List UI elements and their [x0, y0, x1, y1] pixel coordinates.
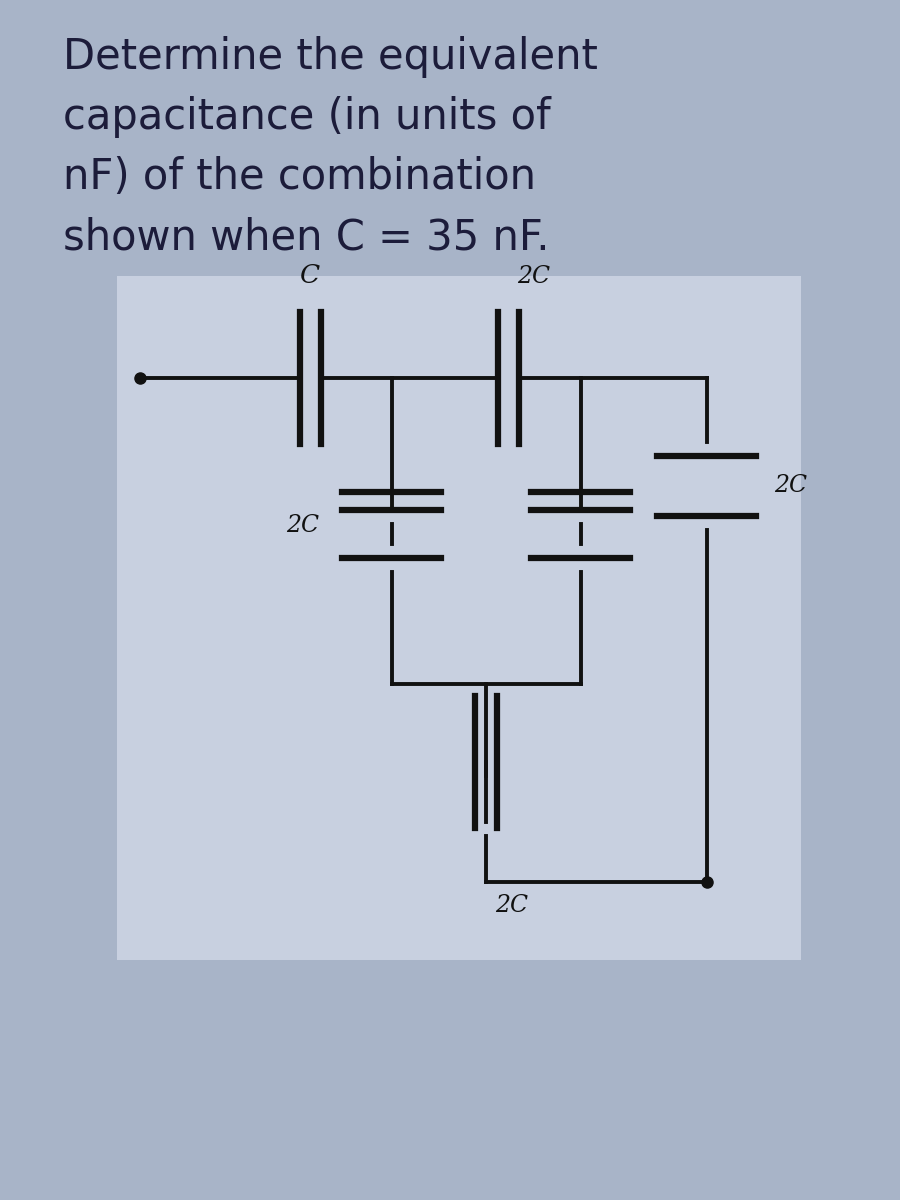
Text: C: C: [301, 263, 320, 288]
Text: 2C: 2C: [518, 265, 551, 288]
Text: 2C: 2C: [774, 474, 807, 498]
Bar: [117, 276, 801, 960]
Text: 2C: 2C: [495, 894, 528, 917]
Text: 2C: 2C: [286, 514, 320, 536]
Text: Determine the equivalent
capacitance (in units of
nF) of the combination
shown w: Determine the equivalent capacitance (in…: [63, 36, 598, 258]
